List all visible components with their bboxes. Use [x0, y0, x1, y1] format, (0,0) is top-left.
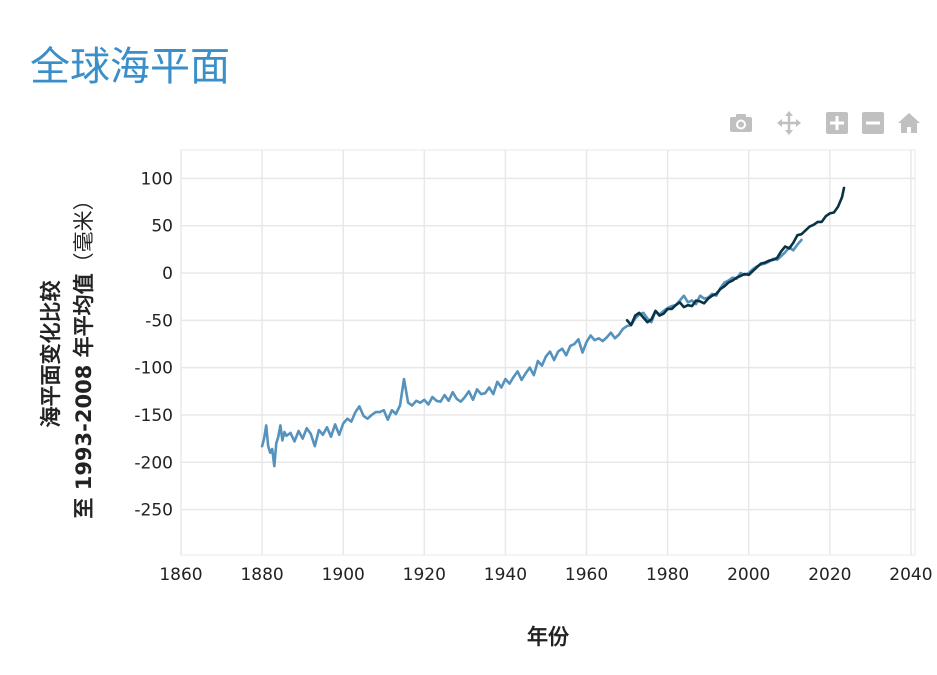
- x-tick-label: 1860: [159, 565, 202, 585]
- y-tick-label: 50: [151, 217, 173, 237]
- y-tick-label: -100: [134, 359, 173, 379]
- x-tick-label: 1900: [322, 565, 365, 585]
- page-title: 全球海平面: [30, 44, 230, 90]
- zoom-in-icon[interactable]: [824, 110, 850, 136]
- series-layer: [260, 186, 846, 468]
- x-tick-label: 1940: [484, 565, 527, 585]
- y-tick-label: -50: [145, 311, 173, 331]
- y-axis-ticks: 100 50 0 -50 -100 -150 -200 -250: [134, 169, 173, 520]
- y-tick-label: -200: [134, 453, 173, 473]
- x-axis-label: 年份: [527, 625, 570, 649]
- y-tick-label: 100: [141, 169, 173, 189]
- x-tick-label: 1920: [403, 565, 446, 585]
- chart-toolbar: [0, 110, 937, 136]
- plot-area: [180, 149, 916, 556]
- series-line-satellite: [625, 186, 846, 327]
- y-tick-label: -250: [134, 501, 173, 521]
- x-tick-label: 1980: [646, 565, 689, 585]
- horizontal-gridlines: [181, 177, 915, 511]
- x-tick-label: 2000: [727, 565, 770, 585]
- vertical-gridlines: [180, 150, 912, 555]
- x-tick-label: 1880: [240, 565, 283, 585]
- home-icon[interactable]: [896, 110, 922, 136]
- x-tick-label: 2040: [889, 565, 932, 585]
- move-icon[interactable]: [776, 110, 802, 136]
- y-axis-label-line2-main: 至 1993-2008 年平均值: [72, 273, 96, 518]
- x-tick-label: 1960: [565, 565, 608, 585]
- y-tick-label: -150: [134, 406, 173, 426]
- camera-icon[interactable]: [728, 110, 754, 136]
- y-axis-label-line1: 海平面变化比较: [39, 281, 63, 428]
- y-tick-label: 0: [162, 264, 173, 284]
- x-tick-label: 2020: [808, 565, 851, 585]
- x-axis-ticks: 1860 1880 1900 1920 1940 1960 1980 2000 2020 2040: [159, 565, 932, 585]
- y-axis-label-2: 至 1993-2008 年平均值（毫米）: [72, 189, 96, 518]
- y-axis-label-line2: 至 1993-2008 年平均值（毫米）: [72, 189, 96, 518]
- zoom-out-icon[interactable]: [860, 110, 886, 136]
- y-axis-label-unit: （毫米）: [72, 189, 96, 273]
- y-axis-label: 海平面变化比较: [39, 281, 63, 428]
